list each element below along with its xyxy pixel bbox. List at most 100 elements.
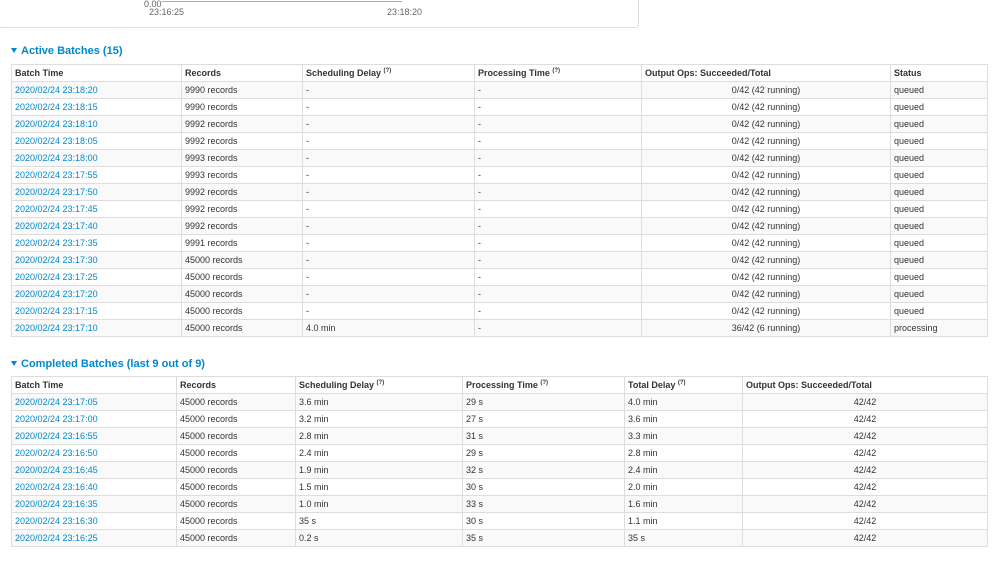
cell: - (474, 81, 642, 99)
cell: 45000 records (176, 444, 296, 462)
cell: 0/42 (42 running) (641, 183, 891, 201)
progress-bar: 42/42 (746, 516, 984, 527)
batch-link[interactable]: 2020/02/24 23:17:15 (15, 306, 98, 316)
cell-text: 45000 records (180, 499, 238, 509)
cell: - (474, 98, 642, 116)
cell: 4.0 min (302, 319, 475, 337)
cell: queued (890, 115, 988, 133)
cell-text: 1.6 min (628, 499, 658, 509)
batch-link[interactable]: 2020/02/24 23:17:45 (15, 204, 98, 214)
progress-label: 0/42 (42 running) (731, 169, 801, 180)
cell-text: - (306, 170, 309, 180)
cell-text: 3.6 min (628, 414, 658, 424)
cell-text: - (478, 306, 481, 316)
progress-label: 0/42 (42 running) (731, 254, 801, 265)
cell-text: 45000 records (185, 306, 243, 316)
cell-text: - (306, 272, 309, 282)
column-header: Records (181, 64, 303, 82)
cell-text: 3.2 min (299, 414, 329, 424)
row: 2020/02/24 23:16:30 45000 records 35 s 30 s… (11, 512, 988, 530)
completed-batches-table: Batch Time Records Scheduling Delay (?) Pro… (11, 376, 988, 547)
batch-link[interactable]: 2020/02/24 23:16:35 (15, 499, 98, 509)
cell: - (474, 268, 642, 286)
batch-link[interactable]: 2020/02/24 23:18:15 (15, 102, 98, 112)
cell-text: queued (894, 85, 925, 95)
batch-link[interactable]: 2020/02/24 23:16:30 (15, 516, 98, 526)
cell-text: - (306, 85, 309, 95)
cell: 42/42 (742, 461, 988, 479)
cell: 0/42 (42 running) (641, 302, 891, 320)
section-title: Completed Batches (last 9 out of 9) (21, 358, 205, 370)
header-text: Records (180, 380, 217, 390)
batch-link[interactable]: 2020/02/24 23:16:40 (15, 482, 98, 492)
help-icon[interactable]: (?) (677, 380, 686, 386)
batch-link[interactable]: 2020/02/24 23:16:50 (15, 448, 98, 458)
cell: queued (890, 302, 988, 320)
row: 2020/02/24 23:16:40 45000 records 1.5 min 3… (11, 478, 988, 496)
batch-link[interactable]: 2020/02/24 23:16:25 (15, 533, 98, 543)
cell-text: - (306, 255, 309, 265)
batch-link[interactable]: 2020/02/24 23:17:10 (15, 323, 98, 333)
cell-text: queued (894, 187, 925, 197)
batch-link[interactable]: 2020/02/24 23:17:25 (15, 272, 98, 282)
cell: - (302, 302, 475, 320)
batch-link[interactable]: 2020/02/24 23:18:20 (15, 85, 98, 95)
cell: 0/42 (42 running) (641, 285, 891, 303)
cell: queued (890, 217, 988, 235)
help-icon[interactable]: (?) (540, 380, 549, 386)
progress-label: 42/42 (853, 430, 877, 441)
progress-label: 42/42 (853, 413, 877, 424)
row: 2020/02/24 23:17:45 9992 records - - 0/42 (4… (11, 200, 988, 218)
help-icon[interactable]: (?) (383, 68, 392, 74)
progress-bar: 36/42 (6 running) (645, 323, 887, 334)
cell-text: queued (894, 289, 925, 299)
cell: 2020/02/24 23:18:15 (11, 98, 182, 116)
section-toggle[interactable]: Completed Batches (last 9 out of 9) (11, 358, 205, 370)
cell: 0/42 (42 running) (641, 132, 891, 150)
batch-link[interactable]: 2020/02/24 23:16:55 (15, 431, 98, 441)
cell: 2.8 min (624, 444, 743, 462)
cell-text: 9993 records (185, 170, 238, 180)
cell: - (474, 149, 642, 167)
batch-link[interactable]: 2020/02/24 23:17:20 (15, 289, 98, 299)
progress-bar: 0/42 (42 running) (645, 255, 887, 266)
cell: 35 s (462, 529, 625, 547)
batch-link[interactable]: 2020/02/24 23:17:50 (15, 187, 98, 197)
cell: - (302, 251, 475, 269)
cell: 2020/02/24 23:17:50 (11, 183, 182, 201)
batch-link[interactable]: 2020/02/24 23:17:35 (15, 238, 98, 248)
cell: 2020/02/24 23:17:35 (11, 234, 182, 252)
batch-link[interactable]: 2020/02/24 23:17:55 (15, 170, 98, 180)
cell: 45000 records (176, 393, 296, 411)
help-icon[interactable]: (?) (552, 68, 561, 74)
batch-link[interactable]: 2020/02/24 23:18:10 (15, 119, 98, 129)
progress-bar: 0/42 (42 running) (645, 136, 887, 147)
cell: 2020/02/24 23:17:00 (11, 410, 177, 428)
column-header: Processing Time (?) (462, 376, 625, 394)
help-icon[interactable]: (?) (376, 380, 385, 386)
cell-text: queued (894, 153, 925, 163)
cell: 0.2 s (295, 529, 463, 547)
row: 2020/02/24 23:16:35 45000 records 1.0 min 3… (11, 495, 988, 513)
section-toggle[interactable]: Active Batches (15) (11, 45, 123, 57)
header-text: Processing Time (466, 380, 538, 390)
row: 2020/02/24 23:18:15 9990 records - - 0/42 (4… (11, 98, 988, 116)
cell: 0/42 (42 running) (641, 115, 891, 133)
batch-link[interactable]: 2020/02/24 23:17:00 (15, 414, 98, 424)
progress-label: 42/42 (853, 464, 877, 475)
cell-text: - (306, 153, 309, 163)
batch-link[interactable]: 2020/02/24 23:16:45 (15, 465, 98, 475)
cell: - (474, 285, 642, 303)
batch-link[interactable]: 2020/02/24 23:17:40 (15, 221, 98, 231)
cell-text: 35 s (299, 516, 317, 526)
batch-link[interactable]: 2020/02/24 23:18:00 (15, 153, 98, 163)
row: 2020/02/24 23:16:55 45000 records 2.8 min 3… (11, 427, 988, 445)
cell: queued (890, 98, 988, 116)
batch-link[interactable]: 2020/02/24 23:18:05 (15, 136, 98, 146)
cell-text: 2.4 min (628, 465, 658, 475)
batch-link[interactable]: 2020/02/24 23:17:05 (15, 397, 98, 407)
cell: 2020/02/24 23:18:00 (11, 149, 182, 167)
cell-text: 9992 records (185, 187, 238, 197)
batch-link[interactable]: 2020/02/24 23:17:30 (15, 255, 98, 265)
progress-label: 36/42 (6 running) (731, 322, 801, 333)
